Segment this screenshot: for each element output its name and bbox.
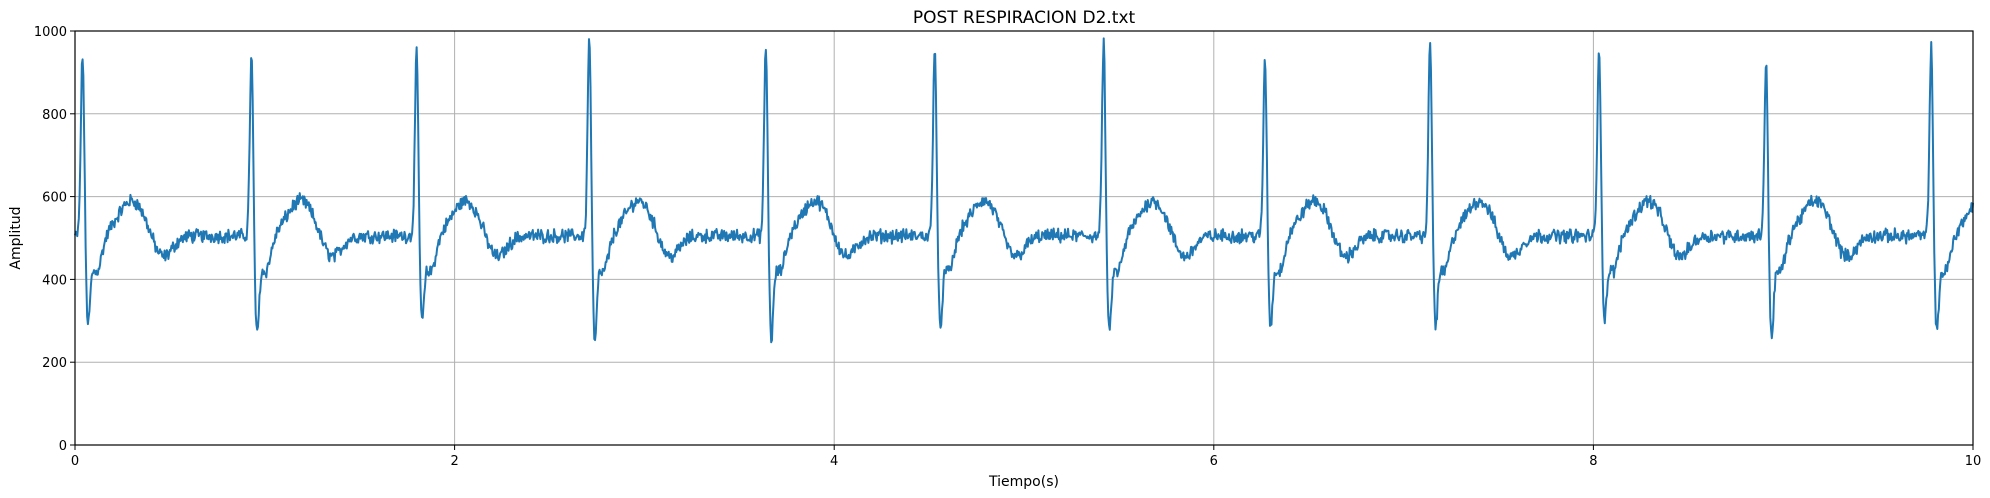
x-tick-label: 8 [1589,454,1597,469]
y-tick-label: 0 [59,439,67,454]
x-tick-label: 2 [450,454,458,469]
x-tick-label: 6 [1210,454,1218,469]
plot-frame [74,30,1974,446]
y-tick-label: 800 [42,108,67,123]
y-tick-label: 200 [42,356,67,371]
series-line [74,37,1974,344]
y-axis-label: Amplitud [8,206,24,269]
x-tick-label: 0 [71,454,79,469]
y-tick-label: 1000 [34,25,67,40]
x-axis-label: Tiempo(s) [988,474,1059,490]
plot-area [74,37,1974,344]
x-tick-label: 10 [1965,454,1982,469]
axis-ticks: 0 2 4 6 8 10 0 200 400 600 800 1000 [34,25,1981,469]
y-tick-label: 400 [42,273,67,288]
x-tick-label: 4 [830,454,838,469]
chart-title: POST RESPIRACION D2.txt [913,8,1136,28]
y-tick-label: 600 [42,191,67,206]
